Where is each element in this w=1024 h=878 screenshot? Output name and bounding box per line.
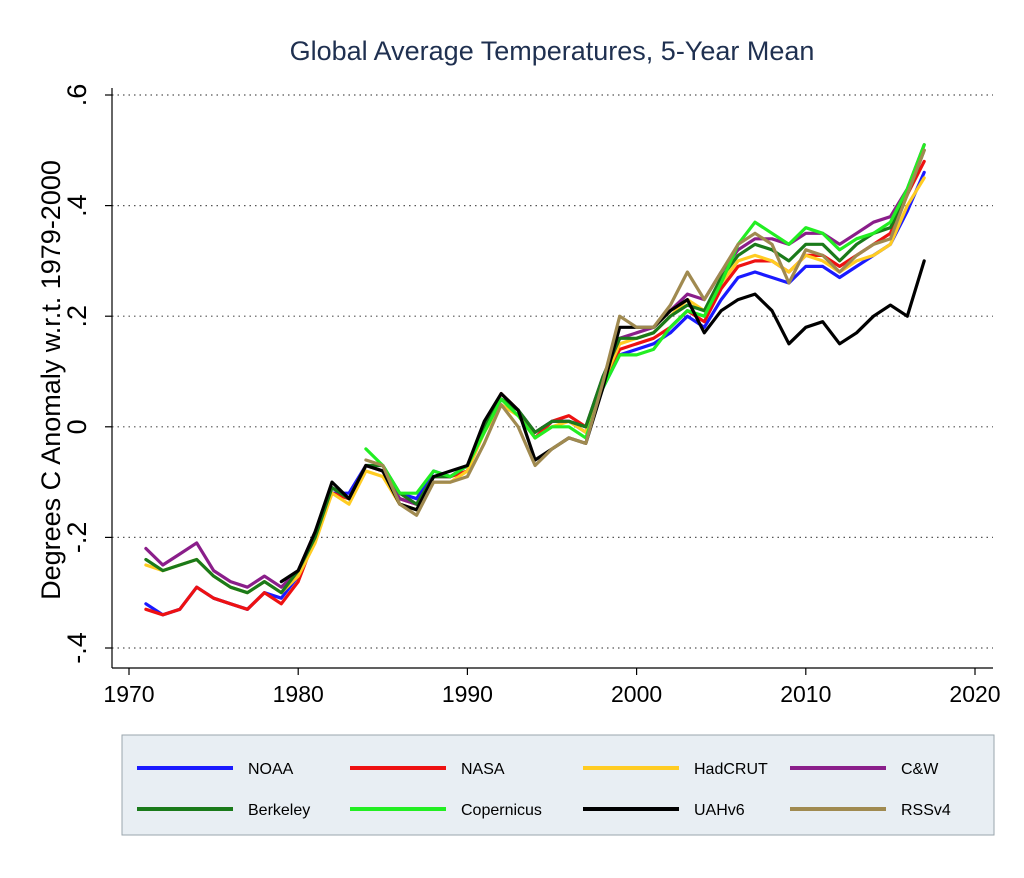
series-line-rssv4 (364, 148, 926, 517)
legend-label-noaa: NOAA (248, 761, 294, 778)
x-tick-label: 1970 (103, 681, 154, 707)
x-axis-ticks: 1970 1980 1990 2000 2010 2020 (103, 668, 1001, 707)
chart-title: Global Average Temperatures, 5-Year Mean (290, 36, 815, 66)
legend-box (121, 734, 995, 836)
gridlines (112, 94, 993, 649)
y-tick-label: .4 (62, 194, 92, 217)
y-tick-label: .6 (62, 84, 92, 107)
series-lines (144, 143, 926, 617)
y-axis-label: Degrees C Anomaly w.r.t. 1979-2000 (36, 160, 66, 600)
legend-label-nasa: NASA (461, 761, 505, 778)
x-tick-label: 2020 (949, 681, 1000, 707)
legend: NOAA NASA HadCRUT C&W Berkeley Copernicus UAHv… (137, 761, 951, 819)
series-line-berkeley (144, 148, 926, 595)
legend-label-c-w: C&W (901, 761, 939, 778)
series-line-uahv6 (279, 259, 926, 584)
y-axis-ticks: -.4 -.2 0 .2 .4 .6 (62, 84, 112, 664)
series-line-c-w (144, 143, 926, 589)
legend-label-uahv6: UAHv6 (694, 802, 745, 819)
y-tick-label: 0 (62, 419, 92, 434)
legend-label-berkeley: Berkeley (248, 802, 310, 819)
series-line-copernicus (364, 143, 926, 495)
y-tick-label: -.4 (62, 632, 92, 664)
series-line-noaa (144, 170, 926, 617)
legend-label-rssv4: RSSv4 (901, 802, 951, 819)
series-line-hadcrut (144, 176, 926, 595)
x-tick-label: 2010 (780, 681, 831, 707)
y-tick-label: -.2 (62, 522, 92, 554)
legend-label-copernicus: Copernicus (461, 802, 542, 819)
x-tick-label: 1990 (442, 681, 493, 707)
legend-label-hadcrut: HadCRUT (694, 761, 768, 778)
x-tick-label: 1980 (273, 681, 324, 707)
y-tick-label: .2 (62, 305, 92, 328)
x-tick-label: 2000 (611, 681, 662, 707)
